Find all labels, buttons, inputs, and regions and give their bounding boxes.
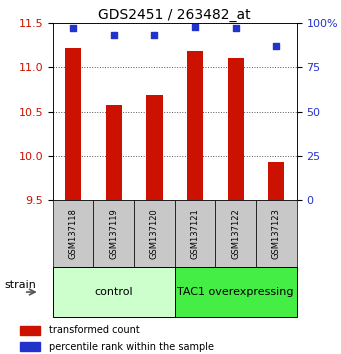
Text: GSM137123: GSM137123 xyxy=(272,208,281,259)
Bar xyxy=(53,200,93,267)
Point xyxy=(233,25,238,31)
Bar xyxy=(227,58,244,200)
Text: transformed count: transformed count xyxy=(49,325,140,335)
Text: strain: strain xyxy=(4,280,36,290)
Point xyxy=(111,33,117,38)
Title: GDS2451 / 263482_at: GDS2451 / 263482_at xyxy=(99,8,251,22)
Bar xyxy=(65,48,81,200)
Point xyxy=(192,24,198,29)
Point xyxy=(152,33,157,38)
Text: TAC1 overexpressing: TAC1 overexpressing xyxy=(177,287,294,297)
Text: control: control xyxy=(94,287,133,297)
Bar xyxy=(216,200,256,267)
Bar xyxy=(146,95,163,200)
Bar xyxy=(175,267,297,317)
Text: GSM137118: GSM137118 xyxy=(69,208,78,259)
Text: GSM137120: GSM137120 xyxy=(150,208,159,259)
Bar xyxy=(20,342,40,351)
Text: GSM137119: GSM137119 xyxy=(109,208,118,259)
Bar xyxy=(187,51,203,200)
Bar xyxy=(268,162,284,200)
Bar xyxy=(20,326,40,335)
Bar xyxy=(175,200,216,267)
Bar xyxy=(256,200,297,267)
Text: GSM137121: GSM137121 xyxy=(191,208,199,259)
Point xyxy=(273,43,279,49)
Text: GSM137122: GSM137122 xyxy=(231,208,240,259)
Bar xyxy=(106,105,122,200)
Bar xyxy=(93,200,134,267)
Bar xyxy=(53,267,175,317)
Point xyxy=(71,25,76,31)
Bar xyxy=(134,200,175,267)
Text: percentile rank within the sample: percentile rank within the sample xyxy=(49,342,214,352)
